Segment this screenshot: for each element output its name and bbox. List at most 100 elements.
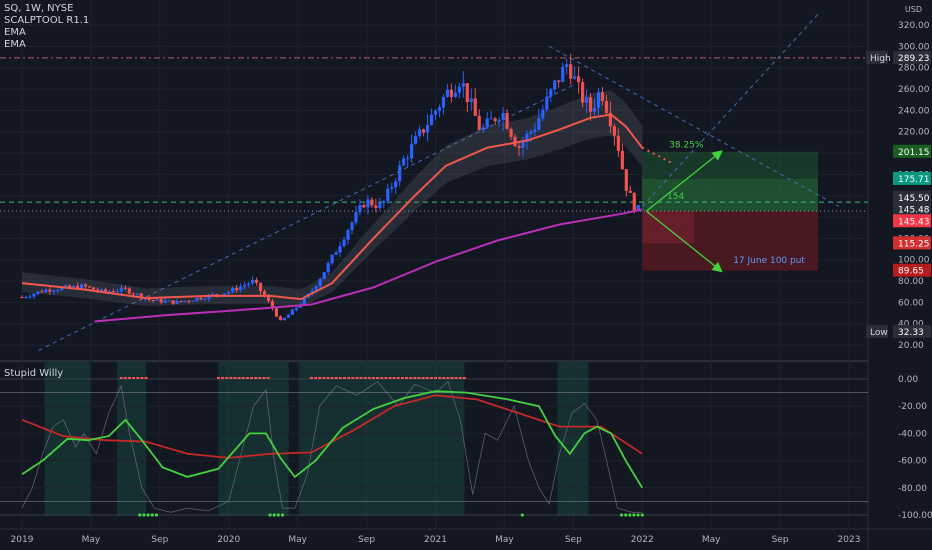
candle-body[interactable]	[167, 300, 171, 302]
candle-body[interactable]	[290, 309, 294, 315]
candle-body[interactable]	[354, 212, 358, 223]
candle-body[interactable]	[76, 285, 80, 289]
candle-body[interactable]	[215, 294, 219, 296]
candle-body[interactable]	[545, 96, 549, 110]
candle-body[interactable]	[107, 291, 112, 293]
candle-body[interactable]	[135, 293, 139, 295]
candle-body[interactable]	[537, 118, 541, 130]
candle-body[interactable]	[441, 96, 446, 108]
candle-body[interactable]	[378, 202, 382, 208]
candle-body[interactable]	[243, 285, 247, 287]
candle-body[interactable]	[449, 89, 453, 97]
candle-body[interactable]	[40, 291, 44, 293]
candle-body[interactable]	[565, 64, 569, 67]
candle-body[interactable]	[36, 291, 40, 294]
candle-body[interactable]	[481, 127, 485, 131]
candle-body[interactable]	[457, 86, 461, 93]
candle-body[interactable]	[485, 118, 489, 128]
indicator-ema-1[interactable]: EMA	[4, 27, 26, 38]
candle-body[interactable]	[604, 100, 609, 113]
candle-body[interactable]	[636, 205, 640, 212]
candle-body[interactable]	[501, 113, 505, 121]
candle-body[interactable]	[32, 293, 36, 297]
candle-body[interactable]	[87, 286, 92, 288]
symbol-title[interactable]: SQ, 1W, NYSE	[4, 3, 74, 14]
candle-body[interactable]	[254, 279, 259, 283]
candle-body[interactable]	[24, 296, 28, 298]
projection-arrow[interactable]	[645, 210, 723, 273]
candle-body[interactable]	[521, 142, 525, 148]
candle-body[interactable]	[577, 76, 581, 83]
candle-body[interactable]	[505, 113, 509, 129]
candle-body[interactable]	[581, 82, 585, 103]
oscillator-fast-line[interactable]	[21, 390, 643, 489]
candle-body[interactable]	[592, 107, 597, 112]
candle-body[interactable]	[628, 190, 632, 193]
candle-body[interactable]	[211, 294, 215, 296]
candle-body[interactable]	[227, 291, 231, 294]
candle-body[interactable]	[56, 290, 60, 292]
candle-body[interactable]	[223, 293, 227, 296]
oscillator-title[interactable]: Stupid Willy	[4, 368, 64, 379]
candle-body[interactable]	[497, 120, 501, 122]
stop-inner-zone-right[interactable]	[693, 211, 818, 244]
candle-body[interactable]	[84, 284, 88, 287]
candle-body[interactable]	[119, 287, 123, 292]
candle-body[interactable]	[632, 192, 636, 212]
candle-body[interactable]	[362, 205, 366, 208]
candle-body[interactable]	[247, 283, 251, 286]
candle-body[interactable]	[111, 291, 116, 293]
candle-body[interactable]	[20, 297, 24, 298]
candle-body[interactable]	[131, 293, 135, 295]
candle-body[interactable]	[326, 263, 330, 273]
candle-body[interactable]	[64, 285, 68, 288]
candle-body[interactable]	[410, 143, 414, 159]
candle-body[interactable]	[155, 299, 159, 301]
projection-arrow[interactable]	[645, 150, 723, 212]
candle-body[interactable]	[529, 131, 533, 134]
candle-body[interactable]	[382, 201, 386, 203]
candle-body[interactable]	[620, 150, 624, 170]
candle-body[interactable]	[187, 300, 191, 302]
candle-body[interactable]	[314, 286, 318, 291]
candle-body[interactable]	[346, 230, 350, 240]
candle-body[interactable]	[207, 294, 211, 299]
candle-body[interactable]	[123, 287, 127, 289]
candle-body[interactable]	[179, 300, 183, 302]
candle-body[interactable]	[477, 115, 481, 131]
candle-body[interactable]	[469, 98, 473, 103]
candle-body[interactable]	[266, 296, 271, 302]
candle-body[interactable]	[573, 76, 577, 79]
candle-body[interactable]	[421, 129, 426, 133]
candle-body[interactable]	[175, 300, 179, 304]
candle-body[interactable]	[445, 89, 450, 97]
candle-body[interactable]	[183, 300, 187, 302]
candle-body[interactable]	[159, 299, 163, 303]
candle-body[interactable]	[608, 112, 613, 127]
candle-body[interactable]	[147, 298, 151, 300]
candle-body[interactable]	[231, 288, 235, 292]
candle-body[interactable]	[465, 83, 469, 103]
candle-body[interactable]	[239, 286, 243, 291]
candle-body[interactable]	[310, 290, 314, 294]
candle-body[interactable]	[612, 126, 617, 136]
candle-body[interactable]	[44, 289, 48, 293]
candle-body[interactable]	[366, 199, 370, 208]
put-option-label[interactable]: 17 June 100 put	[733, 256, 805, 266]
candle-body[interactable]	[414, 135, 418, 144]
time-axis[interactable]: 2019 May Sep 2020 May Sep 2021 May Sep 2022 May Sep…	[11, 535, 861, 545]
candle-body[interactable]	[60, 287, 64, 291]
candle-body[interactable]	[251, 279, 255, 284]
candle-body[interactable]	[394, 181, 398, 188]
candle-body[interactable]	[151, 299, 155, 301]
candle-body[interactable]	[453, 92, 457, 97]
candle-body[interactable]	[588, 97, 593, 112]
trend-line[interactable]	[641, 13, 819, 207]
candle-body[interactable]	[191, 300, 195, 302]
candle-body[interactable]	[616, 135, 620, 151]
candle-body[interactable]	[163, 300, 167, 303]
candle-body[interactable]	[334, 252, 338, 255]
candle-body[interactable]	[461, 83, 465, 87]
long-target-zone[interactable]	[642, 151, 818, 212]
oscillator-pane[interactable]: 0.00 -20.00 -40.00 -60.00 -80.00 -100.00	[0, 362, 932, 521]
